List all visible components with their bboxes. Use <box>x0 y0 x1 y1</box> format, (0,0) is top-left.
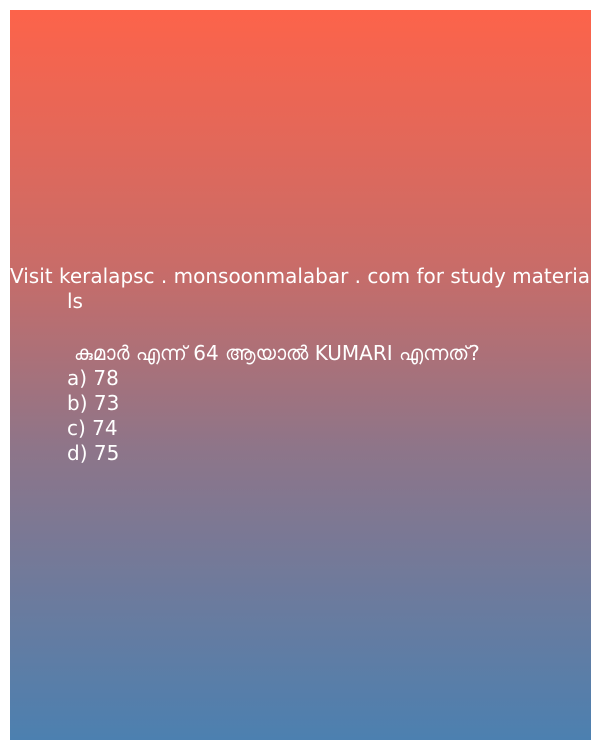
promo-text-line2: ls <box>67 289 83 313</box>
promo-text-line1: Visit keralapsc . monsoonmalabar . com f… <box>10 264 591 288</box>
option-c: c) 74 <box>67 416 118 440</box>
option-a: a) 78 <box>67 366 119 390</box>
question-text: കുമാർ എന്ന് 64 ആയാൽ KUMARI എന്നത്? <box>74 341 480 365</box>
quiz-card: Visit keralapsc . monsoonmalabar . com f… <box>10 10 591 740</box>
options-list: a) 78 b) 73 c) 74 d) 75 <box>67 366 119 466</box>
option-d: d) 75 <box>67 441 120 465</box>
option-b: b) 73 <box>67 391 120 415</box>
